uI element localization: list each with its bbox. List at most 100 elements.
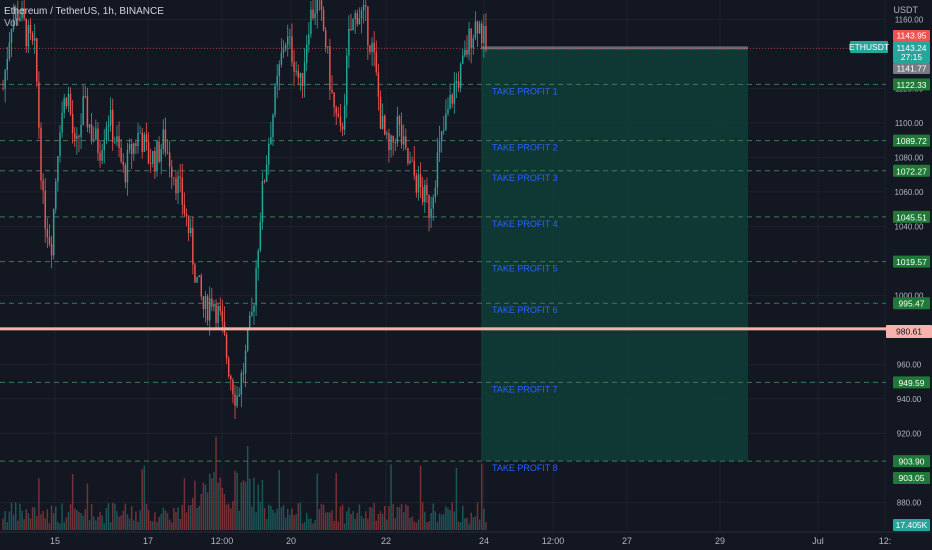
ticker-badge-bg — [850, 41, 888, 53]
volume-bar — [253, 477, 255, 530]
volume-bar — [430, 513, 432, 530]
volume-bar — [63, 522, 65, 530]
volume-bar — [329, 512, 331, 530]
candle-body — [424, 184, 426, 203]
volume-bar — [227, 503, 230, 530]
take-profit-badge — [893, 78, 930, 91]
candle-body — [337, 113, 340, 117]
price-tick-label: 1160.00 — [895, 15, 924, 24]
price-tick-label: 1080.00 — [895, 153, 924, 162]
candle-body — [459, 63, 462, 88]
candle-body — [261, 181, 264, 222]
volume-bar — [276, 508, 278, 530]
volume-bar — [69, 504, 72, 530]
candle-body — [38, 82, 40, 128]
volume-bar — [160, 513, 162, 530]
volume-bar — [215, 436, 217, 530]
candle-body — [90, 124, 93, 140]
time-label: 22 — [381, 536, 391, 546]
volume-bar — [360, 515, 363, 530]
candle-body — [27, 25, 30, 47]
volume-bar — [417, 519, 420, 530]
volume-bar — [415, 522, 418, 530]
volume-bar — [255, 512, 257, 530]
volume-bar — [453, 511, 456, 530]
candle-body — [114, 141, 116, 143]
volume-bar — [424, 511, 426, 530]
last-price-box-bg — [893, 41, 930, 63]
candle-body — [362, 5, 365, 11]
secondary-price-badge-bg — [893, 472, 930, 484]
volume-bar — [293, 515, 295, 530]
volume-bar — [61, 503, 63, 530]
volume-bar — [139, 510, 141, 530]
candle-body — [173, 177, 175, 179]
volume-bar — [312, 523, 314, 530]
volume-bar — [305, 513, 308, 530]
volume-bar — [249, 478, 251, 530]
candle-body — [388, 132, 390, 151]
take-profit-price: 1019.57 — [896, 257, 927, 267]
candle-body — [417, 174, 420, 193]
volume-bar — [386, 519, 388, 530]
volume-bar — [405, 504, 407, 530]
volume-bar — [59, 523, 61, 530]
volume-bar — [434, 511, 437, 530]
price-tick-label: 960.00 — [897, 360, 922, 369]
volume-bar — [466, 517, 468, 530]
volume-bar — [261, 479, 264, 530]
volume-bar — [272, 509, 274, 530]
candle-body — [187, 216, 190, 234]
volume-bar — [396, 506, 399, 530]
time-axis[interactable]: 15 17 12:00 20 22 24 12:00 27 29 Jul 12: — [0, 531, 932, 546]
candle-body — [29, 25, 32, 34]
candle-body — [192, 228, 194, 265]
volume-bar — [286, 508, 289, 530]
volume-bar — [42, 511, 44, 530]
volume-bar — [280, 507, 283, 530]
candle-body — [59, 132, 61, 157]
candle-body — [352, 18, 354, 31]
volume-bar — [80, 512, 82, 530]
volume-bar — [324, 512, 327, 530]
candle-body — [99, 152, 101, 161]
time-label: Jul — [812, 536, 824, 546]
volume-bar — [166, 513, 169, 530]
candle-body — [42, 180, 44, 191]
volume-bar — [202, 482, 205, 530]
candle-body — [215, 304, 217, 323]
support-line[interactable] — [0, 327, 886, 331]
volume-bar — [394, 518, 397, 530]
high-price-badge-bg — [893, 30, 930, 41]
candle-body — [166, 152, 169, 154]
candle-body — [116, 136, 118, 142]
volume-bar — [348, 507, 350, 530]
candle-body — [171, 166, 173, 178]
volume-bar — [457, 521, 460, 530]
volume-bar — [38, 478, 40, 530]
candle-body — [428, 195, 430, 218]
price-tick-label: 880.00 — [897, 498, 922, 507]
take-profit-label: TAKE PROFIT 5 — [492, 264, 558, 274]
candle-body — [367, 6, 369, 46]
volume-bar — [474, 516, 477, 530]
volume-bar — [137, 521, 139, 530]
volume-bar — [122, 510, 124, 530]
volume-bar — [388, 506, 390, 530]
candlestick-series — [2, 0, 487, 419]
volume-bar — [200, 493, 203, 530]
volume-bar — [65, 517, 68, 530]
take-profit-badge — [893, 210, 930, 223]
candle-body — [10, 29, 13, 43]
candle-body — [293, 61, 295, 72]
candle-body — [74, 133, 76, 140]
chart-legend: Ethereum / TetherUS, 1h, BINANCE Vol — [4, 6, 164, 30]
volume-bar — [259, 501, 262, 530]
volume-bar — [251, 506, 253, 530]
volume-bar — [407, 505, 409, 530]
volume-bar — [335, 473, 337, 530]
volume-bar — [92, 516, 95, 530]
candle-body — [381, 115, 384, 129]
